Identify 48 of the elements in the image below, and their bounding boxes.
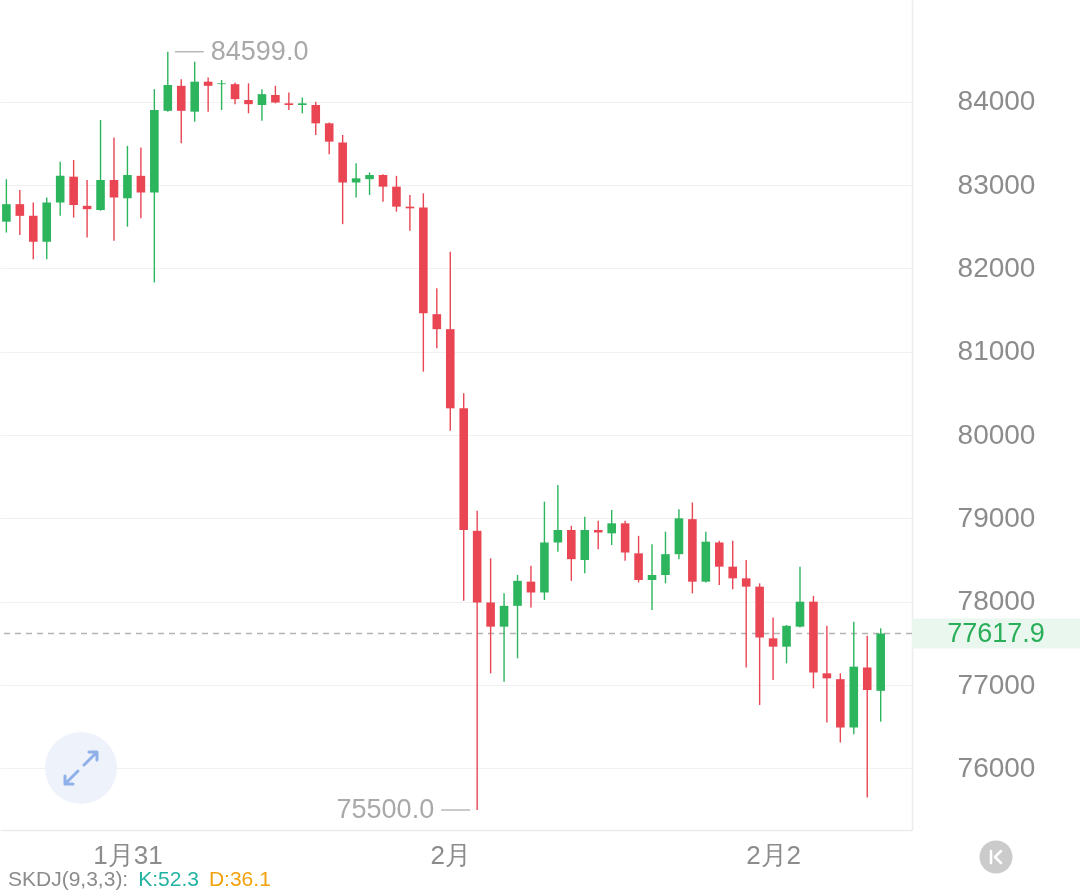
y-tick-label: 76000 [957, 751, 1036, 783]
y-tick-label: 82000 [957, 251, 1036, 283]
candlestick [782, 624, 791, 665]
x-tick-label: 2月 [430, 839, 471, 870]
candlestick [324, 121, 334, 155]
candlestick [244, 82, 253, 115]
y-tick-label: 79000 [957, 501, 1036, 533]
candlestick [593, 520, 603, 550]
candlestick [378, 173, 388, 203]
y-tick-label: 84000 [957, 85, 1036, 117]
candlestick [257, 88, 267, 122]
candlestick [607, 509, 616, 546]
candlestick [123, 145, 132, 228]
candlestick [661, 530, 670, 585]
annotation: 75500.0 [336, 794, 435, 824]
y-tick-label: 83000 [957, 168, 1036, 200]
candlestick [647, 543, 657, 611]
y-tick-label: 81000 [957, 335, 1036, 367]
y-tick-label: 77000 [957, 668, 1036, 700]
y-tick-label: 80000 [957, 418, 1036, 450]
y-tick-label: 78000 [957, 585, 1036, 617]
candlestick [311, 100, 321, 136]
candlestick [15, 189, 25, 236]
candlestick [217, 79, 226, 111]
candlestick [822, 625, 832, 724]
text: D:36.1 [208, 867, 271, 890]
annotation: 84599.0 [210, 35, 309, 66]
candlestick [351, 162, 361, 199]
text: K:52.3 [138, 867, 199, 890]
ref-line-label: 77617.9 [947, 617, 1045, 648]
x-tick-label: 1月31 [93, 839, 163, 870]
candlestick [728, 540, 738, 590]
x-tick-label: 2月2 [746, 839, 802, 870]
candlestick [230, 81, 240, 105]
candlestick [2, 178, 11, 234]
candlestick [499, 592, 509, 683]
candlestick [526, 565, 536, 609]
candlestick [109, 136, 119, 242]
candlestick [392, 175, 401, 213]
text: SKDJ(9,3,3): [8, 867, 129, 890]
candlestick [553, 484, 563, 553]
candlestick [136, 146, 146, 220]
candlestick [365, 171, 374, 196]
candlestick [768, 616, 778, 681]
candlestick [432, 287, 442, 350]
candlestick [741, 559, 751, 669]
candlestick [284, 91, 294, 111]
candlestick [862, 635, 872, 799]
